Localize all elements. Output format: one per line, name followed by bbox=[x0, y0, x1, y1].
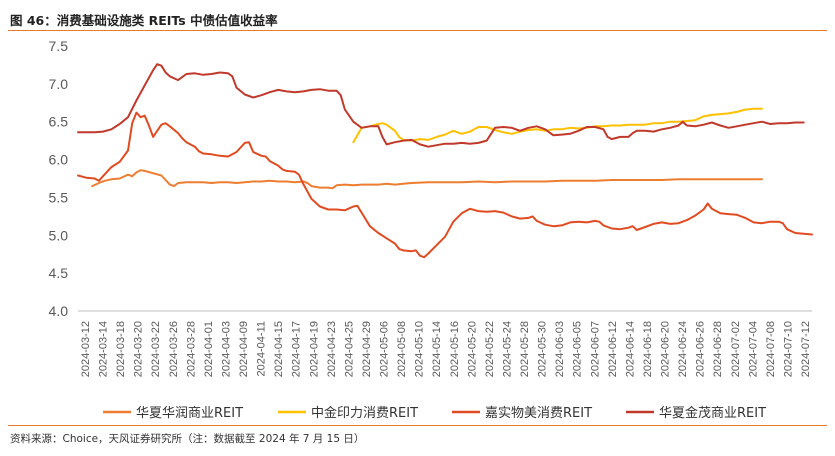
chart-series bbox=[77, 63, 813, 259]
source-note: 资料来源：Choice，天风证券研究所（注：数据截至 2024 年 7 月 15… bbox=[10, 433, 365, 445]
y-tick-label: 5.0 bbox=[49, 227, 69, 243]
y-tick-label: 7.0 bbox=[49, 76, 69, 92]
x-tick-label: 2024-04-01 bbox=[203, 321, 215, 377]
series-line-2 bbox=[352, 107, 763, 144]
x-tick-label: 2024-03-18 bbox=[115, 321, 127, 377]
y-tick-label: 6.5 bbox=[49, 114, 69, 130]
y-tick-label: 4.5 bbox=[49, 265, 69, 281]
x-tick-label: 2024-04-25 bbox=[343, 321, 355, 377]
x-tick-label: 2024-04-29 bbox=[361, 321, 373, 377]
legend-label: 华夏华润商业REIT bbox=[136, 406, 243, 421]
x-tick-label: 2024-03-14 bbox=[98, 321, 110, 377]
legend-label: 嘉实物美消费REIT bbox=[485, 406, 592, 421]
x-tick-label: 2024-03-22 bbox=[150, 321, 162, 377]
x-tick-label: 2024-05-28 bbox=[519, 321, 531, 377]
x-tick-label: 2024-05-06 bbox=[379, 321, 391, 377]
x-tick-label: 2024-05-10 bbox=[414, 321, 426, 377]
x-tick-label: 2024-05-22 bbox=[484, 321, 496, 377]
x-tick-label: 2024-07-08 bbox=[765, 321, 777, 377]
y-tick-label: 4.0 bbox=[49, 303, 69, 319]
x-tick-label: 2024-03-26 bbox=[168, 321, 180, 377]
chart-axes: 7.5 7.0 6.5 6.0 5.5 5.0 4.5 4.0 2024-03-12 2024-0… bbox=[49, 38, 812, 377]
y-tick-label: 7.5 bbox=[49, 38, 69, 54]
x-tick-label: 2024-06-24 bbox=[677, 321, 689, 377]
x-tick-label: 2024-04-17 bbox=[291, 321, 303, 377]
x-tick-label: 2024-06-05 bbox=[572, 321, 584, 377]
x-tick-label: 2024-05-30 bbox=[537, 321, 549, 377]
x-tick-label: 2024-07-10 bbox=[782, 321, 794, 377]
x-tick-label: 2024-07-12 bbox=[800, 321, 812, 377]
x-tick-label: 2024-05-20 bbox=[466, 321, 478, 377]
x-tick-label: 2024-04-11 bbox=[256, 321, 268, 376]
x-tick-label: 2024-06-20 bbox=[660, 321, 672, 377]
x-tick-label: 2024-06-28 bbox=[712, 321, 724, 377]
x-tick-label: 2024-06-26 bbox=[695, 321, 707, 377]
legend-label: 中金印力消费REIT bbox=[311, 405, 418, 421]
y-tick-label: 5.5 bbox=[49, 189, 69, 205]
x-tick-label: 2024-04-03 bbox=[220, 321, 232, 377]
x-tick-label: 2024-04-23 bbox=[326, 321, 338, 377]
x-tick-label: 2024-06-18 bbox=[642, 321, 654, 377]
x-tick-label: 2024-06-07 bbox=[589, 321, 601, 377]
x-tick-label: 2024-03-12 bbox=[80, 321, 92, 377]
footer-divider bbox=[8, 425, 827, 426]
x-tick-label: 2024-04-15 bbox=[273, 321, 285, 377]
series-line-1 bbox=[91, 169, 763, 190]
chart-title: 图 46：消费基础设施类 REITs 中债估值收益率 bbox=[10, 13, 278, 28]
x-tick-label: 2024-07-02 bbox=[730, 321, 742, 377]
x-tick-label: 2024-05-16 bbox=[449, 321, 461, 377]
x-tick-label: 2024-04-09 bbox=[238, 321, 250, 377]
x-tick-label: 2024-04-19 bbox=[308, 321, 320, 377]
x-tick-label: 2024-05-08 bbox=[396, 321, 408, 377]
x-tick-label: 2024-05-24 bbox=[501, 321, 513, 377]
x-tick-label: 2024-05-14 bbox=[431, 321, 443, 377]
x-tick-label: 2024-06-12 bbox=[607, 321, 619, 377]
legend-label: 华夏金茂商业REIT bbox=[659, 405, 766, 421]
x-tick-label: 2024-03-20 bbox=[133, 321, 145, 377]
chart-legend: 华夏华润商业REIT 中金印力消费REIT 嘉实物美消费REIT 华夏金茂商业REIT bbox=[103, 405, 766, 421]
x-tick-label: 2024-03-28 bbox=[185, 321, 197, 377]
title-divider bbox=[8, 30, 827, 31]
x-tick-label: 2024-07-04 bbox=[747, 321, 759, 377]
x-tick-label: 2024-06-03 bbox=[554, 321, 566, 377]
series-line-3 bbox=[77, 111, 813, 259]
x-tick-label: 2024-06-14 bbox=[624, 321, 636, 377]
y-tick-label: 6.0 bbox=[49, 152, 69, 168]
series-line-4 bbox=[77, 63, 805, 148]
